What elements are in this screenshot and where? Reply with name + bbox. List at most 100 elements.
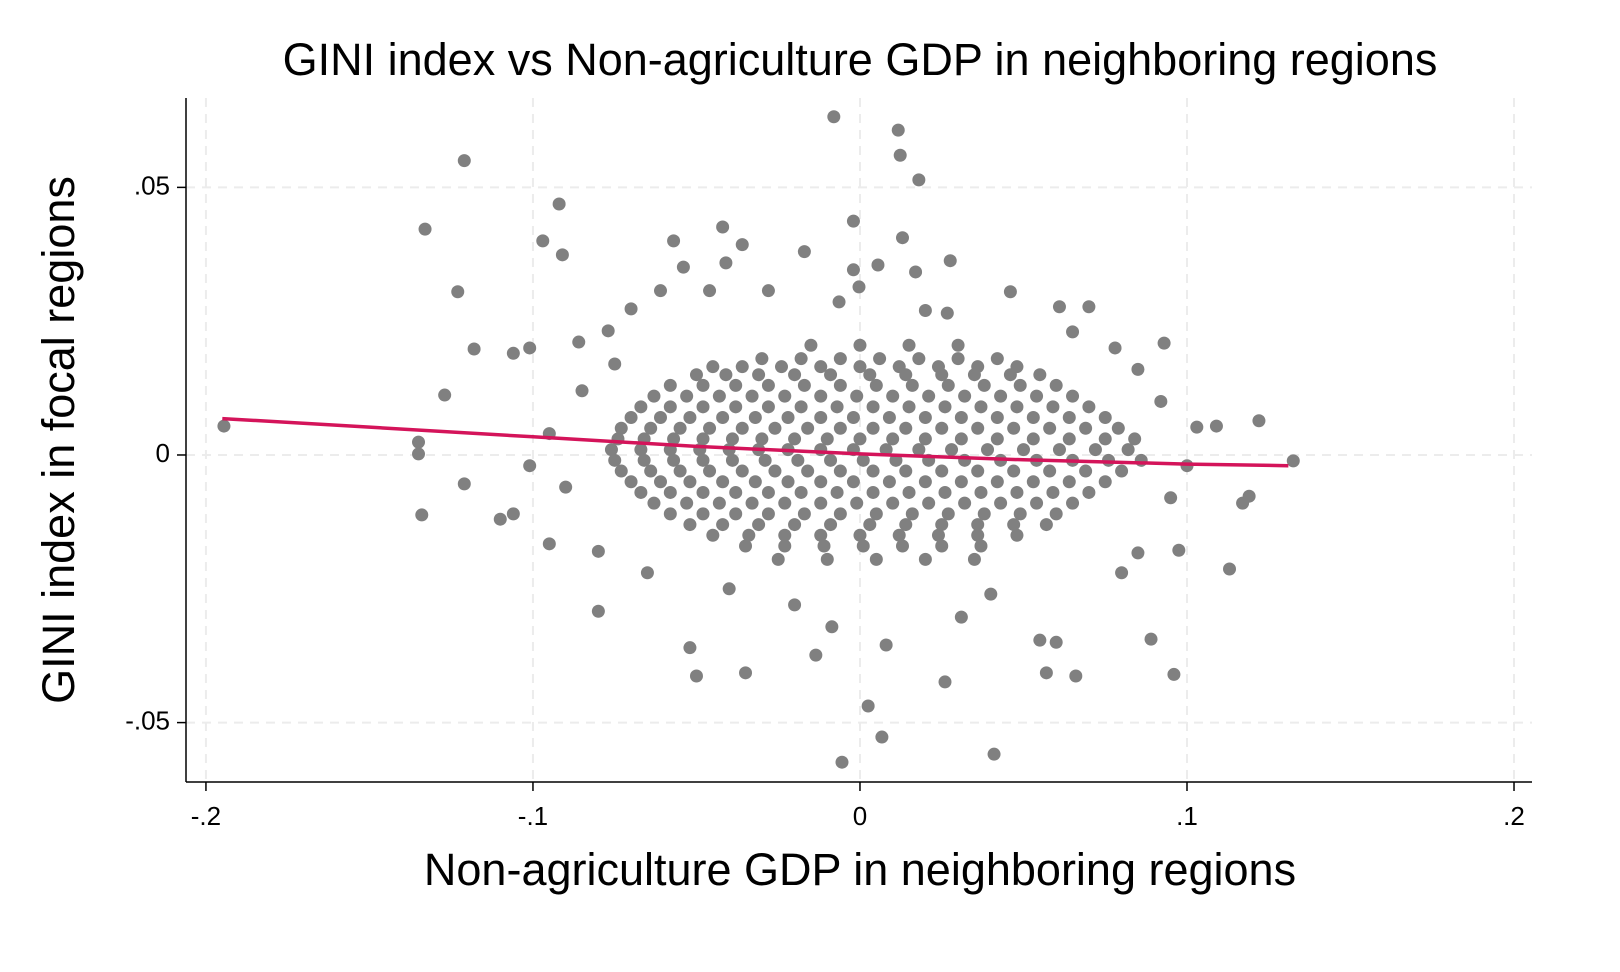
point xyxy=(824,518,838,532)
point xyxy=(722,582,736,596)
point xyxy=(608,357,622,371)
point xyxy=(614,464,628,478)
point xyxy=(1082,485,1096,499)
fit-line xyxy=(222,416,1289,468)
point xyxy=(696,453,710,467)
x-tick-label: -.2 xyxy=(191,801,221,831)
point xyxy=(788,598,802,612)
point xyxy=(891,123,905,137)
point xyxy=(931,528,945,542)
point xyxy=(412,447,426,461)
point xyxy=(716,411,730,425)
point xyxy=(778,528,792,542)
point xyxy=(954,475,968,489)
point xyxy=(863,368,877,382)
point xyxy=(882,475,896,489)
point xyxy=(971,518,985,532)
point xyxy=(1286,454,1300,468)
point xyxy=(945,443,959,457)
point xyxy=(922,496,936,510)
x-axis-title: Non-agriculture GDP in neighboring regio… xyxy=(424,844,1296,895)
point xyxy=(739,666,753,680)
point xyxy=(1108,341,1122,355)
point xyxy=(990,475,1004,489)
point xyxy=(418,222,432,236)
point xyxy=(971,421,985,435)
point xyxy=(1172,543,1186,557)
point xyxy=(1066,496,1080,510)
point xyxy=(778,496,792,510)
point xyxy=(902,400,916,414)
point xyxy=(676,260,690,274)
point xyxy=(935,539,949,553)
point xyxy=(755,352,769,366)
point xyxy=(814,475,828,489)
point xyxy=(902,485,916,499)
point xyxy=(725,432,739,446)
point xyxy=(918,432,932,446)
point xyxy=(846,475,860,489)
point xyxy=(1010,400,1024,414)
point xyxy=(850,496,864,510)
point xyxy=(572,335,586,349)
point xyxy=(1190,420,1204,434)
point xyxy=(882,411,896,425)
point xyxy=(739,539,753,553)
point xyxy=(696,485,710,499)
point xyxy=(1030,496,1044,510)
point xyxy=(781,411,795,425)
point xyxy=(967,552,981,566)
point xyxy=(663,507,677,521)
point xyxy=(1167,667,1181,681)
point xyxy=(729,485,743,499)
point xyxy=(869,552,883,566)
point xyxy=(893,148,907,162)
point xyxy=(778,539,792,553)
x-tick-label: -.1 xyxy=(518,801,548,831)
point xyxy=(624,475,638,489)
point xyxy=(1098,432,1112,446)
point xyxy=(1049,378,1063,392)
point xyxy=(1062,432,1076,446)
point xyxy=(886,389,900,403)
point xyxy=(1033,368,1047,382)
point xyxy=(552,197,566,211)
point xyxy=(523,459,537,473)
point xyxy=(654,284,668,298)
point xyxy=(506,346,520,360)
point xyxy=(967,368,981,382)
point xyxy=(797,507,811,521)
point xyxy=(1049,507,1063,521)
point xyxy=(647,496,661,510)
point xyxy=(856,539,870,553)
point xyxy=(879,443,893,457)
point xyxy=(624,411,638,425)
point xyxy=(938,485,952,499)
point xyxy=(958,496,972,510)
point xyxy=(457,477,471,491)
point xyxy=(909,265,923,279)
point xyxy=(1010,485,1024,499)
point xyxy=(1066,389,1080,403)
point xyxy=(994,496,1008,510)
point xyxy=(716,475,730,489)
point xyxy=(1046,400,1060,414)
point xyxy=(555,248,569,262)
point xyxy=(614,421,628,435)
point xyxy=(696,378,710,392)
point xyxy=(680,496,694,510)
point xyxy=(1007,421,1021,435)
point xyxy=(853,360,867,374)
point xyxy=(954,411,968,425)
point xyxy=(729,507,743,521)
point xyxy=(644,421,658,435)
point xyxy=(846,263,860,277)
point xyxy=(1111,421,1125,435)
point xyxy=(974,539,988,553)
point xyxy=(523,341,537,355)
point xyxy=(752,368,766,382)
point xyxy=(608,453,622,467)
x-tick-label: .1 xyxy=(1176,801,1198,831)
point xyxy=(667,234,681,248)
point xyxy=(833,507,847,521)
